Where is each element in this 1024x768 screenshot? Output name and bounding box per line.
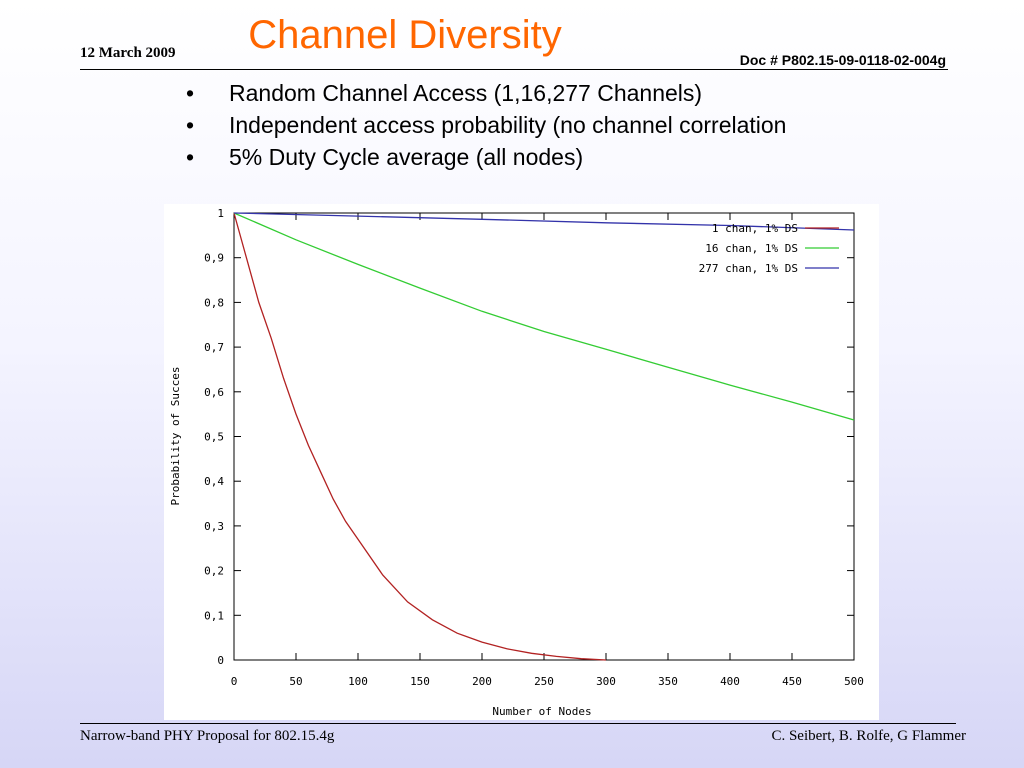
x-tick-label: 350 <box>658 675 678 688</box>
legend-label: 16 chan, 1% DS <box>705 242 798 255</box>
series-line-16-chan <box>233 212 855 421</box>
series-group <box>233 212 855 661</box>
header-doc-number: Doc # P802.15-09-0118-02-004g <box>739 52 946 68</box>
y-tick-label: 0,6 <box>204 386 224 399</box>
footer-left-text: Narrow-band PHY Proposal for 802.15.4g <box>80 728 335 744</box>
plot-frame <box>233 212 855 661</box>
x-tick-label: 100 <box>348 675 368 688</box>
legend-label: 1 chan, 1% DS <box>712 222 798 235</box>
y-tick-label: 0,1 <box>204 609 224 622</box>
x-tick-label: 500 <box>844 675 864 688</box>
x-tick-label: 0 <box>231 675 238 688</box>
slide-title: Channel Diversity <box>248 13 562 57</box>
bullet-item: • Independent access probability (no cha… <box>186 112 826 138</box>
bullet-item: • Random Channel Access (1,16,277 Channe… <box>186 80 826 106</box>
x-tick-label: 50 <box>289 675 302 688</box>
y-tick-label: 0,5 <box>204 431 224 444</box>
y-tick-label: 0,3 <box>204 520 224 533</box>
x-axis-label: Number of Nodes <box>492 705 591 718</box>
x-tick-label: 400 <box>720 675 740 688</box>
y-tick-label: 1 <box>217 207 224 220</box>
bullet-item: • 5% Duty Cycle average (all nodes) <box>186 144 826 170</box>
series-line-1-chan <box>233 212 607 661</box>
bullet-text: Random Channel Access (1,16,277 Channels… <box>229 80 703 106</box>
series-line-277-chan <box>233 212 855 231</box>
x-tick-label: 450 <box>782 675 802 688</box>
success-probability-chart: 0 0,1 0,2 0,3 0,4 0,5 0,6 0,7 0,8 0,9 1 0 50 100 150 2… <box>169 207 864 718</box>
footer-divider <box>80 723 956 724</box>
y-axis: 0 0,1 0,2 0,3 0,4 0,5 0,6 0,7 0,8 0,9 1 <box>204 207 854 667</box>
y-axis-label: Probability of Succes <box>169 366 182 505</box>
y-tick-label: 0,8 <box>204 296 224 309</box>
y-tick-label: 0,2 <box>204 565 224 578</box>
footer-right-text: C. Seibert, B. Rolfe, G Flammer <box>771 728 966 744</box>
legend: 1 chan, 1% DS 16 chan, 1% DS 277 chan, 1% … <box>699 222 839 275</box>
bullet-list: • Random Channel Access (1,16,277 Channe… <box>186 80 826 176</box>
legend-label: 277 chan, 1% DS <box>699 262 798 275</box>
x-tick-label: 200 <box>472 675 492 688</box>
bullet-marker: • <box>186 144 195 170</box>
bullet-marker: • <box>186 112 195 138</box>
chart-container: 0 0,1 0,2 0,3 0,4 0,5 0,6 0,7 0,8 0,9 1 0 50 100 150 2… <box>164 204 879 720</box>
x-tick-label: 300 <box>596 675 616 688</box>
bullet-text: 5% Duty Cycle average (all nodes) <box>229 144 584 170</box>
y-tick-label: 0 <box>217 654 224 667</box>
x-tick-label: 150 <box>410 675 430 688</box>
y-tick-label: 0,4 <box>204 475 224 488</box>
header-divider <box>80 69 948 70</box>
x-tick-label: 250 <box>534 675 554 688</box>
header-date: 12 March 2009 <box>80 45 176 61</box>
y-tick-label: 0,7 <box>204 341 224 354</box>
x-axis: 0 50 100 150 200 250 300 350 400 450 500 <box>231 213 864 688</box>
bullet-marker: • <box>186 80 195 106</box>
y-tick-label: 0,9 <box>204 252 224 265</box>
bullet-text: Independent access probability (no chann… <box>229 112 787 138</box>
